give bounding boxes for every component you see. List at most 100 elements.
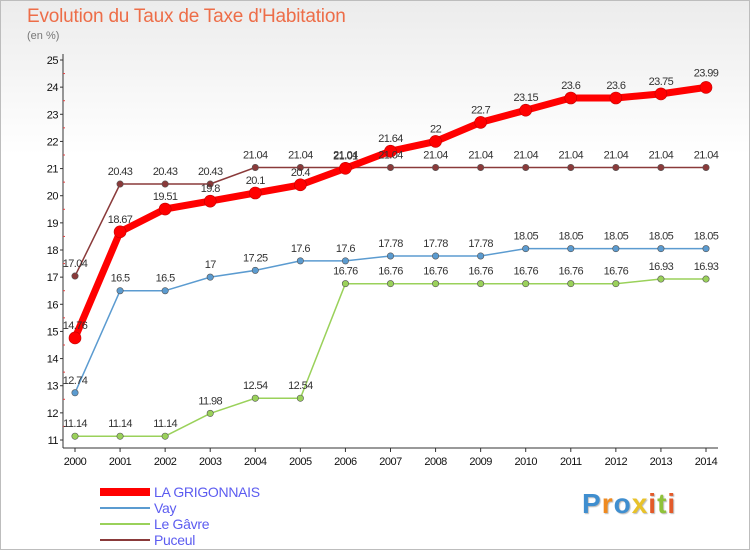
data-point-le-gavre [567, 280, 575, 288]
x-tick-label: 2007 [379, 456, 402, 468]
y-tick-label: 21 [47, 164, 59, 176]
data-label-vay: 17 [205, 259, 217, 271]
data-point-puceul [522, 163, 530, 171]
y-tick-label: 23 [47, 109, 59, 121]
brand-logo-letter: x [631, 488, 649, 519]
data-point-puceul [161, 180, 169, 188]
data-point-vay [657, 245, 665, 253]
series-la-grigonnais [68, 81, 713, 345]
data-point-vay [612, 245, 620, 253]
data-point-le-gavre [296, 394, 304, 402]
legend-swatch [100, 539, 150, 541]
data-point-le-gavre [341, 280, 349, 288]
data-label-vay: 18.05 [559, 231, 584, 243]
data-label-vay: 18.05 [513, 231, 538, 243]
data-point-la-grigonnais [384, 144, 397, 158]
x-tick-label: 2008 [424, 456, 447, 468]
series-le-gavre [71, 275, 710, 440]
data-point-le-gavre [477, 280, 485, 288]
brand-logo-letter: t [657, 488, 668, 519]
data-point-vay [386, 252, 394, 260]
data-point-puceul [432, 163, 440, 171]
data-labels-layer: 14.76 18.67 19.51 19.8 20.1 20.4 21.01 21.64 22 2… [63, 67, 720, 430]
data-label-vay: 12.74 [63, 375, 88, 387]
x-tick-label: 2001 [109, 456, 132, 468]
data-label-vay: 18.05 [649, 231, 674, 243]
data-label-puceul: 21.04 [243, 149, 268, 161]
data-point-vay [522, 245, 530, 253]
series-layer [68, 81, 713, 440]
data-label-vay: 17.6 [336, 243, 355, 255]
brand-logo-letter: P [582, 488, 602, 519]
legend-label: Vay [154, 500, 177, 516]
x-tick-label: 2012 [605, 456, 628, 468]
data-label-puceul: 20.43 [108, 166, 133, 178]
series-vay [71, 245, 710, 397]
data-label-vay: 16.5 [111, 273, 130, 285]
data-label-puceul: 21.04 [423, 149, 448, 161]
data-point-la-grigonnais [474, 116, 487, 129]
data-label-la-grigonnais: 23.75 [649, 76, 674, 88]
data-label-puceul: 21.04 [378, 149, 403, 161]
brand-logo: Proxiti [582, 488, 676, 520]
data-label-la-grigonnais: 20.1 [246, 175, 265, 187]
legend-swatch [100, 488, 150, 496]
x-tick-label: 2006 [334, 456, 357, 468]
brand-logo-letter: r [601, 488, 614, 519]
data-label-vay: 17.6 [291, 243, 310, 255]
data-point-puceul [251, 163, 259, 171]
data-point-la-grigonnais [68, 331, 82, 345]
y-tick-label: 22 [47, 136, 59, 148]
y-tick-label: 16 [47, 299, 59, 311]
line-chart: 11 12 13 14 15 16 17 18 19 20 21 22 23 24 25 2000 2001 20… [47, 54, 720, 468]
x-tick-label: 2005 [289, 456, 312, 468]
data-point-la-grigonnais [564, 91, 578, 105]
data-label-puceul: 21.04 [513, 149, 538, 161]
data-point-vay [161, 287, 169, 295]
brand-logo-letter: i [667, 488, 677, 519]
x-tick-label: 2013 [650, 456, 673, 468]
data-label-puceul: 21.04 [604, 149, 629, 161]
data-point-la-grigonnais [654, 87, 668, 101]
series-line-puceul [74, 166, 707, 277]
data-point-le-gavre [432, 280, 440, 288]
data-label-la-grigonnais: 23.6 [561, 80, 580, 92]
data-point-puceul [612, 163, 620, 171]
x-tick-label: 2002 [154, 456, 177, 468]
data-label-la-grigonnais: 22 [430, 123, 442, 135]
data-point-puceul [567, 163, 575, 171]
data-label-puceul: 21.04 [333, 149, 358, 161]
data-label-la-grigonnais: 21.64 [378, 133, 403, 145]
data-label-la-grigonnais: 22.7 [471, 104, 490, 116]
y-tick-label: 19 [47, 218, 59, 230]
data-label-puceul: 21.04 [288, 149, 313, 161]
data-label-le-gavre: 11.14 [108, 418, 132, 430]
data-label-la-grigonnais: 19.51 [153, 191, 178, 203]
data-point-le-gavre [657, 275, 665, 283]
legend-label: LA GRIGONNAIS [154, 484, 260, 500]
data-point-puceul [702, 163, 710, 171]
data-point-puceul [386, 163, 394, 171]
data-label-la-grigonnais: 19.8 [201, 183, 220, 195]
data-point-vay [432, 252, 440, 260]
data-point-vay [567, 245, 575, 253]
legend-label: Le Gâvre [154, 516, 210, 532]
data-label-le-gavre: 16.76 [423, 266, 448, 278]
data-point-le-gavre [71, 432, 79, 440]
data-point-la-grigonnais [519, 103, 533, 117]
y-tick-label: 13 [47, 381, 59, 393]
data-label-la-grigonnais: 23.15 [513, 92, 538, 104]
y-tick-label: 11 [48, 435, 59, 447]
data-label-la-grigonnais: 18.67 [108, 214, 133, 226]
data-point-vay [71, 389, 79, 397]
data-point-le-gavre [386, 280, 394, 288]
series-puceul [71, 163, 710, 280]
x-tick-label: 2010 [514, 456, 537, 468]
data-point-puceul [477, 163, 485, 171]
data-label-puceul: 21.04 [694, 149, 719, 161]
data-label-la-grigonnais: 21.01 [333, 150, 358, 162]
data-label-vay: 17.78 [423, 238, 448, 250]
data-label-puceul: 17.04 [63, 258, 88, 270]
data-label-vay: 17.78 [468, 238, 493, 250]
data-label-la-grigonnais: 23.99 [694, 67, 719, 79]
